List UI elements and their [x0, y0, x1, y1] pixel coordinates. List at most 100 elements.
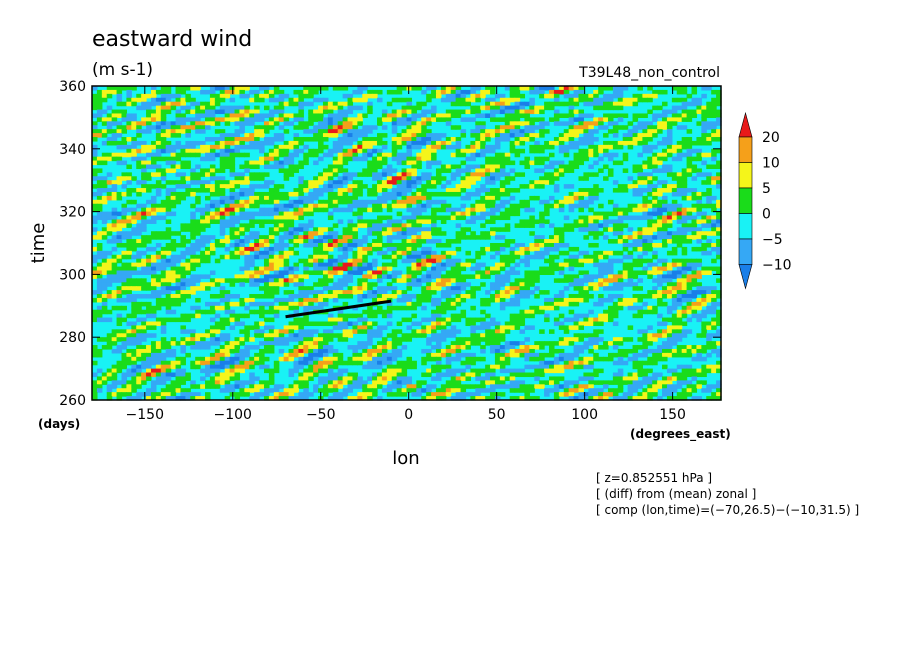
heatmap-cell	[455, 278, 462, 283]
heatmap-cell	[116, 243, 123, 248]
heatmap-cell	[190, 152, 196, 158]
heatmap-cell	[544, 266, 550, 272]
heatmap-cell	[588, 93, 594, 99]
heatmap-cell	[136, 203, 142, 209]
heatmap-cell	[435, 93, 442, 99]
heatmap-cell	[622, 274, 629, 279]
heatmap-cell	[593, 144, 599, 150]
heatmap-cell	[465, 191, 471, 197]
heatmap-cell	[205, 105, 211, 111]
heatmap-cell	[716, 211, 722, 217]
heatmap-cell	[254, 250, 260, 256]
heatmap-cell	[519, 246, 526, 252]
heatmap-cell	[519, 129, 526, 134]
heatmap-cell	[671, 258, 678, 264]
heatmap-cell	[681, 286, 688, 291]
heatmap-cell	[357, 140, 363, 146]
heatmap-cell	[519, 294, 526, 299]
heatmap-cell	[666, 168, 673, 173]
heatmap-cell	[121, 125, 127, 130]
heatmap-cell	[278, 270, 285, 275]
heatmap-cell	[219, 215, 226, 221]
heatmap-cell	[372, 176, 378, 181]
heatmap-cell	[647, 160, 653, 166]
heatmap-cell	[539, 89, 545, 95]
heatmap-cell	[150, 254, 157, 260]
heatmap-cell	[155, 301, 162, 307]
heatmap-cell	[283, 152, 290, 158]
heatmap-cell	[632, 313, 639, 319]
heatmap-cell	[652, 305, 658, 311]
heatmap-cell	[126, 191, 132, 197]
heatmap-cell	[411, 176, 417, 181]
heatmap-cell	[494, 246, 501, 252]
heatmap-cell	[293, 152, 299, 158]
heatmap-cell	[603, 227, 609, 232]
heatmap-cell	[214, 301, 221, 307]
heatmap-cell	[406, 203, 413, 209]
heatmap-cell	[155, 215, 162, 221]
heatmap-cell	[529, 86, 535, 91]
heatmap-cell	[499, 246, 506, 252]
heatmap-cell	[686, 266, 693, 272]
heatmap-cell	[504, 262, 511, 268]
heatmap-cell	[666, 137, 673, 142]
heatmap-cell	[259, 176, 265, 181]
heatmap-cell	[544, 243, 550, 248]
heatmap-cell	[676, 86, 683, 91]
heatmap-cell	[308, 129, 314, 134]
heatmap-cell	[509, 140, 516, 146]
heatmap-cell	[553, 176, 560, 181]
heatmap-cell	[431, 93, 437, 99]
heatmap-cell	[352, 270, 358, 275]
heatmap-cell	[706, 125, 712, 130]
heatmap-cell	[111, 211, 118, 217]
heatmap-cell	[224, 133, 231, 138]
heatmap-cell	[377, 239, 383, 244]
heatmap-cell	[214, 140, 221, 146]
heatmap-cell	[671, 270, 678, 275]
heatmap-cell	[263, 235, 270, 240]
heatmap-cell	[185, 86, 191, 91]
heatmap-cell	[514, 290, 521, 295]
heatmap-cell	[200, 282, 206, 287]
heatmap-cell	[332, 262, 339, 268]
heatmap-cell	[322, 168, 329, 173]
heatmap-cell	[229, 109, 236, 115]
heatmap-cell	[111, 195, 118, 201]
heatmap-cell	[293, 262, 299, 268]
heatmap-cell	[254, 278, 260, 283]
heatmap-cell	[244, 270, 250, 275]
heatmap-cell	[160, 207, 167, 213]
heatmap-cell	[185, 313, 191, 319]
heatmap-cell	[539, 290, 545, 295]
heatmap-cell	[475, 121, 481, 126]
heatmap-cell	[460, 180, 467, 185]
heatmap-cell	[573, 164, 580, 170]
heatmap-cell	[224, 195, 231, 201]
heatmap-cell	[136, 105, 142, 111]
heatmap-cell	[691, 101, 698, 107]
heatmap-cell	[440, 325, 447, 330]
heatmap-cell	[627, 184, 634, 189]
heatmap-cell	[539, 211, 545, 217]
heatmap-cell	[460, 211, 467, 217]
heatmap-cell	[401, 199, 408, 205]
heatmap-cell	[450, 278, 457, 283]
heatmap-cell	[598, 203, 604, 209]
heatmap-cell	[219, 188, 226, 193]
heatmap-cell	[391, 180, 398, 185]
heatmap-cell	[426, 180, 432, 185]
heatmap-cell	[617, 86, 624, 91]
heatmap-cell	[318, 250, 324, 256]
heatmap-cell	[273, 274, 280, 279]
heatmap-cell	[249, 203, 255, 209]
heatmap-cell	[696, 140, 702, 146]
heatmap-cell	[367, 223, 373, 228]
heatmap-cell	[632, 101, 639, 107]
heatmap-cell	[254, 195, 260, 201]
heatmap-cell	[146, 164, 152, 170]
heatmap-cell	[106, 266, 113, 272]
heatmap-cell	[632, 125, 639, 130]
heatmap-cell	[249, 325, 255, 330]
